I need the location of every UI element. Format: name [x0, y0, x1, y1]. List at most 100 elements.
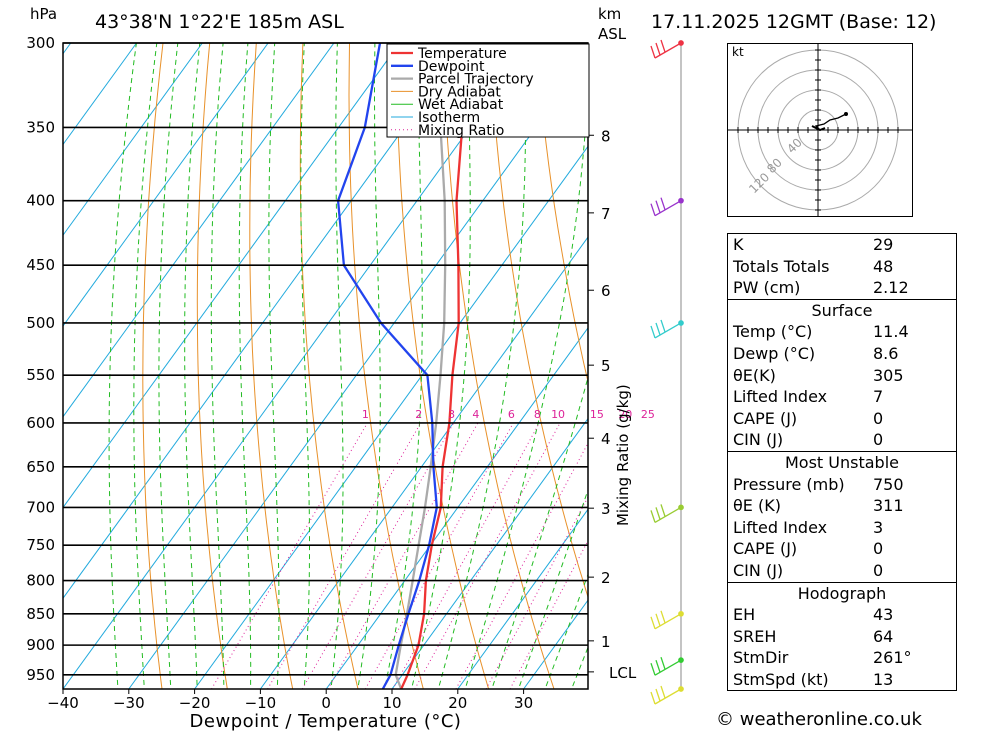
wind-barb-flag — [660, 656, 666, 670]
km-tick-label: 6 — [601, 282, 611, 300]
index-value: 2.12 — [873, 278, 909, 298]
legend-label: Dewpoint — [418, 59, 485, 75]
wind-barb — [650, 685, 684, 705]
index-value: 0 — [873, 560, 884, 580]
index-row: K 29 — [728, 234, 956, 256]
pressure-tick-label: 650 — [26, 458, 55, 476]
hodograph-panel: 40 80 120 kt — [727, 43, 913, 217]
wind-barb-flag — [650, 325, 656, 339]
wind-barb-staff — [654, 688, 682, 705]
x-tick-label: −30 — [113, 694, 145, 712]
km-tick-label: 8 — [601, 127, 611, 145]
mixing-ratio-label: 25 — [641, 408, 655, 421]
km-tick-label: 3 — [601, 500, 611, 518]
wind-barb-staff — [654, 506, 682, 523]
x-tick-label: 10 — [382, 694, 401, 712]
wind-barb-flag — [660, 39, 666, 53]
index-label: CIN (J) — [733, 560, 784, 580]
x-tick-label: 0 — [321, 694, 331, 712]
mixing-ratio-label: 6 — [508, 408, 515, 421]
isotherm-line — [63, 43, 401, 509]
index-row: Dewp (°C) 8.6 — [728, 343, 956, 365]
hodograph-end-dot — [844, 112, 848, 116]
mixing-ratio-line — [364, 422, 514, 689]
wind-barb-flag — [650, 45, 656, 59]
index-value: 7 — [873, 387, 884, 407]
dry-adiabat-line — [142, 43, 164, 689]
x-tick-label: −40 — [47, 694, 79, 712]
index-label: Totals Totals — [733, 256, 830, 276]
index-value: 750 — [873, 474, 904, 494]
surface-section: Surface Temp (°C) 11.4 Dewp (°C) 8.6 θE(K)… — [728, 298, 956, 451]
wet-adiabat-line — [184, 43, 201, 689]
index-value: 29 — [873, 235, 894, 254]
hpa-unit-label: hPa — [30, 5, 58, 23]
mixing-ratio-label: 3 — [448, 408, 455, 421]
pressure-tick-label: 500 — [26, 314, 55, 332]
pressure-tick-label: 300 — [26, 34, 55, 52]
dry-adiabat-line — [488, 43, 588, 599]
dry-adiabat-line — [442, 43, 555, 689]
x-tick-label: 20 — [448, 694, 467, 712]
km-tick-label: 2 — [601, 569, 611, 587]
hodograph-section: Hodograph EH 43 SREH 64 StmDir 261° StmSpd … — [728, 581, 956, 691]
most-unstable-title: Most Unstable — [785, 452, 899, 472]
dry-adiabat-line — [535, 43, 588, 384]
index-row: StmSpd (kt) 13 — [728, 669, 956, 691]
wet-adiabat-line — [517, 488, 588, 689]
datetime-title: 17.11.2025 12GMT (Base: 12) — [651, 11, 937, 33]
index-value: 3 — [873, 517, 884, 537]
mixing-ratio-label: 4 — [472, 408, 479, 421]
legend-label: Parcel Trajectory — [418, 72, 534, 88]
index-row: CAPE (J) 0 — [728, 538, 956, 560]
hodograph-title: Hodograph — [797, 583, 887, 603]
wind-barb-flag — [655, 200, 661, 213]
legend-box — [386, 43, 590, 138]
index-label: PW (cm) — [733, 278, 801, 298]
pressure-tick-label: 450 — [26, 256, 55, 274]
asl-unit-label: ASL — [598, 25, 627, 43]
wind-barb-flag — [655, 322, 661, 336]
legend-label: Isotherm — [418, 110, 480, 126]
pressure-tick-label: 800 — [26, 572, 55, 590]
isotherm-line — [63, 43, 203, 237]
x-tick-label: −10 — [245, 694, 277, 712]
pressure-tick-label: 400 — [26, 192, 55, 210]
wind-barb-staff — [654, 659, 682, 676]
index-row: Lifted Index 3 — [728, 517, 956, 539]
x-tick-label: 30 — [514, 694, 533, 712]
index-label: Lifted Index — [733, 387, 828, 407]
wind-barb-flag — [650, 510, 656, 523]
index-label: CIN (J) — [733, 430, 784, 450]
wind-barb-flag — [650, 662, 656, 676]
index-label: SREH — [733, 626, 777, 646]
index-row: Totals Totals 48 — [728, 256, 956, 278]
pressure-tick-label: 600 — [26, 414, 55, 432]
index-value: 13 — [873, 669, 894, 689]
index-value: 64 — [873, 626, 894, 646]
location-title: 43°38'N 1°22'E 185m ASL — [95, 11, 344, 33]
wind-barb-flag — [660, 504, 666, 517]
index-row: StmDir 261° — [728, 647, 956, 669]
mixing-ratio-label: 15 — [590, 408, 604, 421]
dry-adiabat-line — [196, 43, 228, 689]
wind-barb-flag — [660, 319, 666, 333]
index-row: θE (K) 311 — [728, 495, 956, 517]
index-value: 305 — [873, 365, 904, 385]
wind-barb-flag — [655, 613, 661, 627]
wet-adiabat-line — [108, 43, 137, 689]
mixing-ratio-line — [392, 422, 540, 689]
mixing-ratio-label: 2 — [415, 408, 422, 421]
wet-adiabat-line — [238, 43, 252, 689]
x-axis-title: Dewpoint / Temperature (°C) — [190, 711, 462, 732]
copyright-link[interactable]: © weatheronline.co.uk — [716, 709, 922, 730]
wind-barb-flag — [650, 691, 656, 705]
wet-adiabat-line — [437, 43, 527, 689]
isotherm-line — [0, 43, 5, 689]
dewpoint-line — [336, 43, 438, 689]
wind-barb-flag — [660, 685, 666, 699]
wet-adiabat-line — [330, 43, 344, 689]
